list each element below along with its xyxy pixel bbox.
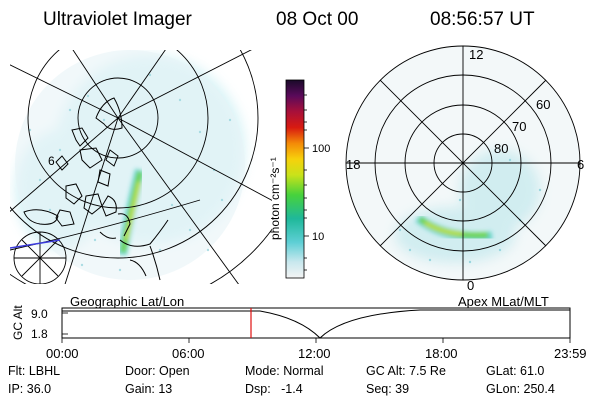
param-gain: Gain: 13	[125, 382, 173, 396]
alt-tick-low: 1.8	[31, 327, 48, 341]
param-door: Door: Open	[125, 364, 190, 378]
lat-label: 6	[48, 154, 55, 168]
param-glat: GLat: 61.0	[486, 364, 545, 378]
altitude-plot: 9.0 1.8 GC Alt	[11, 305, 571, 343]
geographic-map: 6	[10, 50, 272, 284]
cbar-tick-10: 10	[312, 231, 324, 243]
color-bar: 100 10 photon cm⁻²s⁻¹	[268, 79, 330, 279]
param-gc-alt: GC Alt: 7.5 Re	[366, 364, 446, 378]
polar-plot: 12 6 0 18 60 70 80	[345, 45, 584, 293]
date-label: 08 Oct 00	[276, 9, 359, 30]
left-panel-caption: Geographic Lat/Lon	[70, 294, 185, 309]
xtick-1200: 12:00	[298, 346, 331, 361]
param-mode: Mode: Normal	[245, 364, 324, 378]
right-panel-caption: Apex MLat/MLT	[458, 294, 549, 309]
xtick-0000: 00:00	[46, 346, 79, 361]
mlat-label-70: 70	[512, 119, 526, 134]
time-label: 08:56:57 UT	[430, 9, 535, 30]
mlt-label-18: 18	[346, 157, 360, 172]
param-seq: Seq: 39	[366, 382, 410, 396]
param-dsp: Dsp: -1.4	[245, 382, 303, 396]
mlt-label-0: 0	[467, 278, 474, 293]
alt-tick-high: 9.0	[31, 307, 48, 321]
alt-axis-label: GC Alt	[11, 305, 25, 340]
instrument-title: Ultraviolet Imager	[43, 9, 192, 30]
mlat-label-60: 60	[536, 97, 550, 112]
param-ip: IP: 36.0	[8, 382, 52, 396]
cbar-unit-label: photon cm⁻²s⁻¹	[268, 157, 282, 240]
xtick-2359: 23:59	[554, 346, 587, 361]
xtick-0600: 06:00	[172, 346, 205, 361]
xtick-1800: 18:00	[425, 346, 458, 361]
param-flt: Flt: LBHL	[8, 364, 61, 378]
mlt-label-12: 12	[469, 47, 483, 62]
cbar-tick-100: 100	[312, 143, 330, 155]
mlt-label-6: 6	[577, 157, 584, 172]
param-glon: GLon: 250.4	[486, 382, 555, 396]
mlat-label-80: 80	[494, 141, 508, 156]
